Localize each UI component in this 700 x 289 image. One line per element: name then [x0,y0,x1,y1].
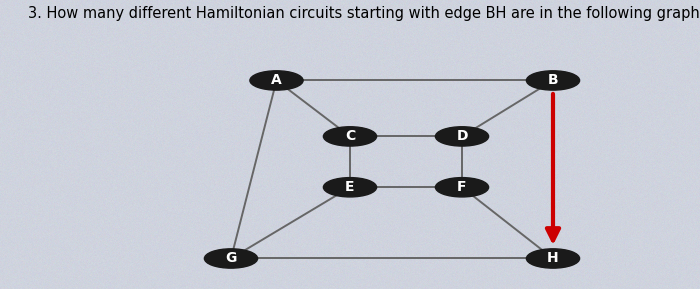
Text: D: D [456,129,468,143]
Text: A: A [271,73,282,88]
Text: G: G [225,251,237,266]
Text: 3. How many different Hamiltonian circuits starting with edge BH are in the foll: 3. How many different Hamiltonian circui… [28,6,700,21]
Circle shape [435,178,489,197]
Circle shape [526,71,580,90]
Circle shape [435,127,489,146]
Text: F: F [457,180,467,194]
Circle shape [323,178,377,197]
Text: C: C [345,129,355,143]
Circle shape [323,127,377,146]
Circle shape [526,249,580,268]
Circle shape [250,71,303,90]
Text: H: H [547,251,559,266]
Text: B: B [547,73,559,88]
Text: E: E [345,180,355,194]
Circle shape [204,249,258,268]
